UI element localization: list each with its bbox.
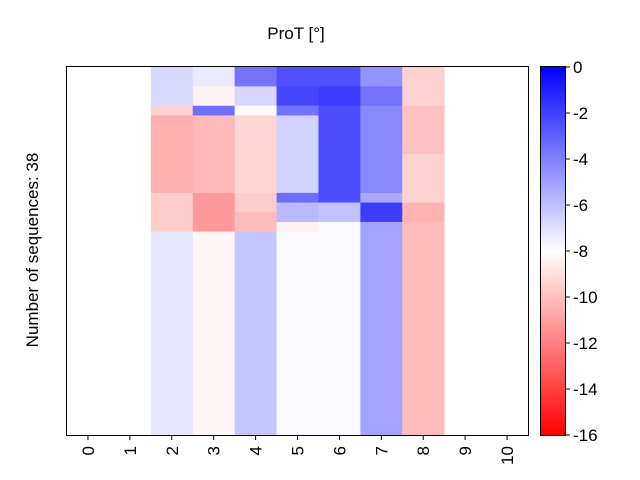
heatmap-cell-col5-seg6: [276, 221, 319, 233]
heatmap-cell-col5-seg2: [276, 105, 319, 116]
colorbar-tick-label--16: -16: [573, 426, 598, 445]
heatmap-cell-col3-seg3: [192, 115, 236, 194]
x-tick-label-2: 2: [163, 446, 182, 455]
heatmap-cell-col5-seg7: [276, 231, 319, 436]
heatmap-cell-col7-seg4: [360, 202, 403, 223]
colorbar-tick-label-0: 0: [573, 58, 582, 77]
heatmap-cell-col5-seg1: [276, 86, 319, 107]
heatmap-cell-col2-seg3: [150, 115, 194, 194]
heatmap-cell-col7-seg2: [360, 105, 403, 194]
heatmap-cell-col7-seg3: [360, 192, 403, 203]
heatmap-cell-col6-seg4: [318, 221, 361, 436]
heatmap-cell-col8-seg3: [402, 202, 445, 223]
heatmap-cell-col5-seg0: [276, 67, 319, 87]
heatmap-cell-col2-seg5: [150, 231, 194, 436]
heatmap-cell-col8-seg0: [402, 67, 445, 107]
heatmap-cell-col3-seg1: [192, 86, 236, 107]
x-tick-label-0: 0: [79, 446, 98, 455]
heatmap-cell-col4-seg1: [234, 86, 277, 107]
heatmap-cell-col2-seg0: [150, 67, 194, 87]
heatmap-cell-col4-seg0: [234, 67, 277, 87]
heatmap-cell-col3-seg0: [192, 67, 236, 87]
heatmap-cell-col6-seg3: [318, 202, 361, 223]
x-tick-label-6: 6: [330, 446, 349, 455]
colorbar-tick-label--8: -8: [573, 242, 588, 261]
x-tick-label-4: 4: [247, 446, 266, 455]
heatmap-cell-col3-seg4: [192, 192, 236, 233]
heatmap-cell-col5-seg4: [276, 192, 319, 203]
heatmap-cell-col2-seg1: [150, 86, 194, 107]
heatmap-cells: [150, 67, 445, 436]
x-tick-label-1: 1: [121, 446, 140, 455]
colorbar-ticks: 0 -2 -4 -6 -8 -10 -12 -14 -16: [566, 58, 598, 445]
heatmap-cell-col7-seg1: [360, 86, 403, 107]
colorbar-tick-label--6: -6: [573, 196, 588, 215]
heatmap-cell-col6-seg0: [318, 67, 361, 87]
heatmap-cell-col4-seg6: [234, 231, 277, 436]
x-axis-ticks: 0 1 2 3 4 5 6 7 8 9 10: [79, 435, 517, 465]
heatmap-cell-col4-seg3: [234, 115, 277, 194]
heatmap-cell-col7-seg0: [360, 67, 403, 87]
x-tick-label-3: 3: [205, 446, 224, 455]
colorbar-tick-label--2: -2: [573, 104, 588, 123]
heatmap-cell-col3-seg2: [192, 105, 236, 116]
heatmap-cell-col2-seg2: [150, 105, 194, 116]
x-tick-label-10: 10: [498, 446, 517, 465]
x-tick-label-9: 9: [456, 446, 475, 455]
heatmap-cell-col5-seg5: [276, 202, 319, 223]
x-tick-label-7: 7: [372, 446, 391, 455]
x-tick-label-8: 8: [414, 446, 433, 455]
heatmap-cell-col8-seg4: [402, 221, 445, 436]
heatmap-cell-col6-seg2: [318, 105, 361, 203]
colorbar: [540, 66, 566, 436]
heatmap-cell-col3-seg5: [192, 231, 236, 436]
chart-title: ProT [°]: [267, 24, 325, 43]
colorbar-tick-label--12: -12: [573, 334, 598, 353]
heatmap-cell-col4-seg5: [234, 212, 277, 233]
heatmap-cell-col8-seg1: [402, 105, 445, 155]
colorbar-tick-label--4: -4: [573, 150, 588, 169]
y-axis-label: Number of sequences: 38: [23, 153, 42, 348]
heatmap-cell-col7-seg5: [360, 221, 403, 436]
heatmap-cell-col4-seg4: [234, 192, 277, 213]
colorbar-tick-label--14: -14: [573, 380, 598, 399]
colorbar-tick-label--10: -10: [573, 288, 598, 307]
x-tick-label-5: 5: [289, 446, 308, 455]
heatmap-cell-col8-seg2: [402, 154, 445, 203]
heatmap-cell-col6-seg1: [318, 86, 361, 107]
heatmap-cell-col5-seg3: [276, 115, 319, 194]
heatmap-cell-col4-seg2: [234, 105, 277, 116]
heatmap-cell-col2-seg4: [150, 192, 194, 233]
